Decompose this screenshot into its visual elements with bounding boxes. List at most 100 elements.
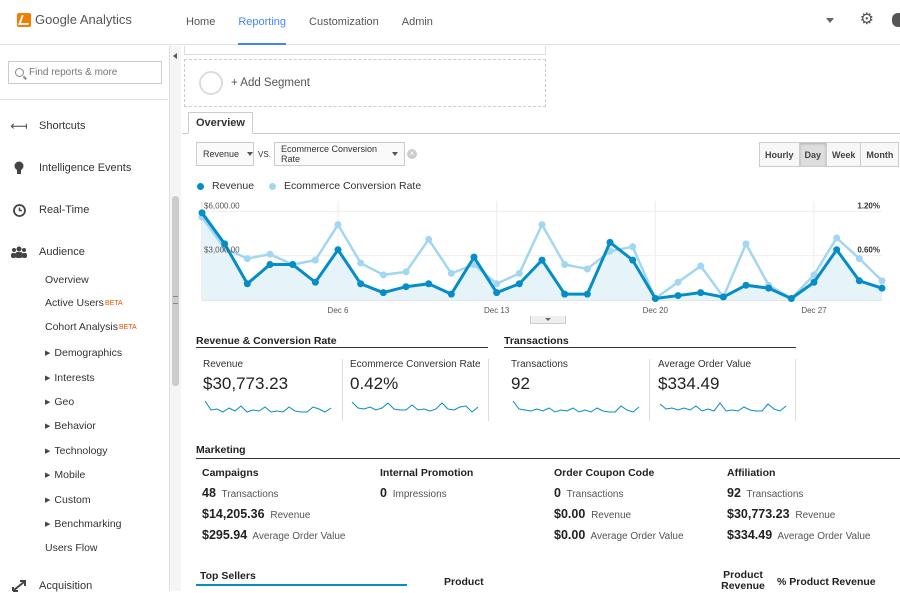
marketing-column-head[interactable]: Affiliation xyxy=(727,467,776,479)
metric-transactions[interactable]: Transactions 92 xyxy=(511,359,651,416)
legend-item-conversion[interactable]: Ecommerce Conversion Rate xyxy=(269,180,421,192)
marketing-row: $0.00 Revenue xyxy=(554,507,724,521)
y-axis-tick-label: $6,000.00 xyxy=(204,201,240,210)
metric-revenue[interactable]: Revenue $30,773.23 xyxy=(203,359,343,416)
sidebar-item-label: Intelligence Events xyxy=(39,162,132,174)
tab-customization[interactable]: Customization xyxy=(309,16,379,28)
expand-triangle-icon: ▶ xyxy=(45,497,51,504)
data-point xyxy=(878,284,886,292)
data-point xyxy=(742,281,750,289)
marketing-label: Revenue xyxy=(270,510,311,521)
sidebar-item-label: Real-Time xyxy=(39,204,90,216)
sidebar-subitem-label: Users Flow xyxy=(45,542,98,554)
add-segment-button[interactable]: + Add Segment xyxy=(184,59,546,107)
data-point xyxy=(334,246,342,254)
sidebar-item-acquisition[interactable]: Acquisition xyxy=(10,579,92,593)
day-button[interactable]: Day xyxy=(798,142,828,167)
expand-triangle-icon: ▶ xyxy=(45,521,51,528)
tab-reporting[interactable]: Reporting xyxy=(238,0,287,45)
marketing-campaigns: Campaigns 48 Transactions $14,205.36 Rev… xyxy=(202,467,372,542)
sidebar-subitem[interactable]: Active Users BETA xyxy=(45,297,123,309)
sidebar-subitem[interactable]: ▶ Demographics xyxy=(45,347,122,359)
data-point xyxy=(243,280,251,288)
month-button[interactable]: Month xyxy=(860,142,900,167)
sidebar-subitem[interactable]: ▶ Behavior xyxy=(45,420,96,432)
sidebar-subitem[interactable]: Overview xyxy=(45,274,89,286)
marketing-row: 0 Transactions xyxy=(554,486,724,500)
legend-item-revenue[interactable]: Revenue xyxy=(197,180,254,192)
metric-conversion-rate[interactable]: Ecommerce Conversion Rate 0.42% xyxy=(350,359,490,416)
data-point xyxy=(855,255,863,263)
sidebar-item-real-time[interactable]: Real-Time xyxy=(10,203,89,217)
chart-expand-handle[interactable] xyxy=(530,316,566,324)
sidebar-divider xyxy=(0,99,168,100)
app-logo[interactable]: Google Analytics xyxy=(17,12,132,27)
marketing-row: 48 Transactions xyxy=(202,486,372,500)
hourly-button[interactable]: Hourly xyxy=(759,142,800,167)
data-point xyxy=(493,280,501,288)
gear-icon[interactable]: ⚙ xyxy=(859,11,874,28)
sparkline xyxy=(351,401,479,413)
data-point xyxy=(493,289,501,297)
sidebar-subitem[interactable]: Users Flow xyxy=(45,542,98,554)
pct-product-revenue-column-header[interactable]: % Product Revenue xyxy=(777,576,876,588)
data-point xyxy=(538,221,546,229)
sidebar-item-shortcuts[interactable]: ⟻ Shortcuts xyxy=(10,119,85,133)
section-title-transactions: Transactions xyxy=(504,335,569,347)
search-box[interactable] xyxy=(8,61,162,84)
marketing-label: Revenue xyxy=(795,510,836,521)
sidebar-subitem[interactable]: ▶ Benchmarking xyxy=(45,518,122,530)
tab-admin[interactable]: Admin xyxy=(401,16,433,28)
sidebar-subitem[interactable]: ▶ Interests xyxy=(45,372,95,384)
tab-divider xyxy=(182,133,900,134)
data-point xyxy=(787,295,795,303)
metric2-select[interactable]: Ecommerce Conversion Rate xyxy=(274,142,405,166)
marketing-row: $0.00 Average Order Value xyxy=(554,528,724,542)
week-button[interactable]: Week xyxy=(826,142,862,167)
data-point xyxy=(515,280,523,288)
sidebar-subitem[interactable]: ▶ Technology xyxy=(45,445,108,457)
product-column-header[interactable]: Product xyxy=(444,576,484,588)
sidebar-subitem-label: Geo xyxy=(54,396,75,408)
tab-overview[interactable]: Overview xyxy=(188,112,253,134)
bell-icon[interactable] xyxy=(892,13,900,27)
sidebar-item-intelligence-events[interactable]: Intelligence Events xyxy=(10,161,131,175)
data-point xyxy=(243,255,251,263)
data-point xyxy=(651,295,659,303)
account-dropdown-icon[interactable] xyxy=(825,17,834,23)
marketing-column-head[interactable]: Order Coupon Code xyxy=(554,467,655,479)
sidebar-subitem-label: Demographics xyxy=(54,347,123,359)
sidebar-subitem-label: Active Users xyxy=(45,297,104,309)
metric-value: $334.49 xyxy=(658,374,720,393)
metric-label: Transactions xyxy=(511,359,568,370)
sidebar-item-audience[interactable]: Audience xyxy=(10,245,85,259)
metric-label: Average Order Value xyxy=(658,359,752,370)
sidebar-subitem-label: Mobile xyxy=(54,469,86,481)
marketing-column-head[interactable]: Campaigns xyxy=(202,467,259,479)
sidebar-scrollbar[interactable] xyxy=(172,196,179,386)
top-sellers-title: Top Sellers xyxy=(200,570,256,582)
marketing-column-head[interactable]: Internal Promotion xyxy=(380,467,474,479)
sidebar-subitem[interactable]: ▶ Mobile xyxy=(45,469,85,481)
sidebar-subitem[interactable]: Cohort Analysis BETA xyxy=(45,321,137,333)
sidebar-collapse-strip[interactable] xyxy=(169,46,181,591)
collapse-arrow-icon[interactable] xyxy=(173,53,177,59)
metric-value: 92 xyxy=(511,374,530,393)
tab-home[interactable]: Home xyxy=(186,16,216,28)
product-revenue-column-header[interactable]: Product Revenue xyxy=(721,569,765,592)
section-rule xyxy=(504,347,796,348)
data-point xyxy=(266,250,274,258)
legend-label: Revenue xyxy=(212,180,255,192)
sidebar-subitem[interactable]: ▶ Geo xyxy=(45,396,74,408)
overview-chart-svg: $6,000.00 $3,000.00 1.20% 0.60% Dec 6 Dec 13 D… xyxy=(198,201,886,315)
clear-comparison-icon[interactable]: × xyxy=(407,149,417,159)
data-point xyxy=(583,265,591,273)
sidebar-item-label: Shortcuts xyxy=(39,120,86,132)
metric-average-order-value[interactable]: Average Order Value $334.49 xyxy=(658,359,798,416)
segment-circle-icon xyxy=(199,71,223,95)
chart-legend: Revenue Ecommerce Conversion Rate xyxy=(197,180,436,192)
sidebar-subitem[interactable]: ▶ Custom xyxy=(45,494,91,506)
section-title-revenue-conversion: Revenue & Conversion Rate xyxy=(196,335,337,347)
search-input[interactable] xyxy=(29,67,149,78)
metric1-select[interactable]: Revenue xyxy=(196,142,254,166)
